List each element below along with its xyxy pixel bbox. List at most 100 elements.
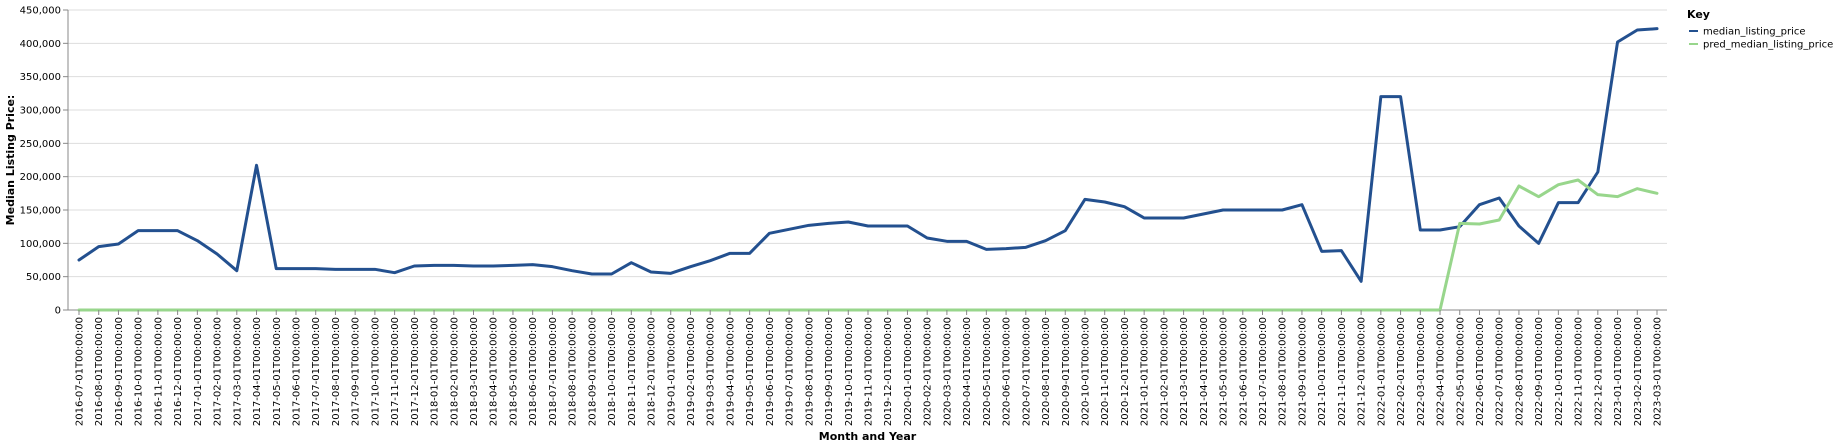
y-tick-label: 350,000 [20, 72, 61, 83]
x-tick-label: 2022-11-01T00:00:00 [1574, 317, 1585, 426]
x-tick-label: 2017-05-01T00:00:00 [272, 317, 283, 426]
x-tick-label: 2020-03-01T00:00:00 [942, 317, 953, 426]
y-tick-label: 300,000 [20, 106, 61, 117]
x-axis-title: Month and Year [819, 430, 917, 443]
x-tick-label: 2019-05-01T00:00:00 [745, 317, 756, 426]
x-tick-label: 2017-02-01T00:00:00 [213, 317, 224, 426]
y-axis-title: Median Listing Price: [4, 95, 17, 226]
x-tick-label: 2017-03-01T00:00:00 [232, 317, 243, 426]
x-tick-label: 2016-08-01T00:00:00 [94, 317, 105, 426]
x-tick-label: 2022-03-01T00:00:00 [1416, 317, 1427, 426]
x-tick-label: 2019-07-01T00:00:00 [785, 317, 796, 426]
x-tick-label: 2022-05-01T00:00:00 [1455, 317, 1466, 426]
x-tick-label: 2018-02-01T00:00:00 [449, 317, 460, 426]
x-tick-label: 2022-08-01T00:00:00 [1514, 317, 1525, 426]
legend: Key median_listing_price pred_median_list… [1687, 8, 1833, 51]
x-tick-label: 2016-10-01T00:00:00 [134, 317, 145, 426]
y-tick-label: 50,000 [26, 272, 61, 283]
y-tick-label: 400,000 [20, 39, 61, 50]
x-tick-label: 2018-09-01T00:00:00 [587, 317, 598, 426]
x-tick-label: 2019-08-01T00:00:00 [804, 317, 815, 426]
x-tick-label: 2019-04-01T00:00:00 [725, 317, 736, 426]
x-tick-label: 2022-01-01T00:00:00 [1376, 317, 1387, 426]
x-tick-label: 2020-10-01T00:00:00 [1080, 317, 1091, 426]
x-tick-label: 2021-06-01T00:00:00 [1238, 317, 1249, 426]
x-axis-ticks: 2016-07-01T00:00:00 2016-08-01T00:00:00 20… [75, 310, 1664, 426]
x-tick-label: 2021-12-01T00:00:00 [1357, 317, 1368, 426]
x-tick-label: 2022-04-01T00:00:00 [1436, 317, 1447, 426]
x-tick-label: 2021-05-01T00:00:00 [1219, 317, 1230, 426]
x-tick-label: 2022-07-01T00:00:00 [1495, 317, 1506, 426]
x-tick-label: 2017-10-01T00:00:00 [370, 317, 381, 426]
x-tick-label: 2019-09-01T00:00:00 [824, 317, 835, 426]
x-tick-label: 2020-07-01T00:00:00 [1021, 317, 1032, 426]
x-tick-label: 2017-12-01T00:00:00 [410, 317, 421, 426]
legend-label: pred_median_listing_price [1703, 40, 1833, 51]
y-axis-ticks: 0 50,000 100,000 150,000 200,000 250,000 300,0… [20, 6, 68, 317]
x-tick-label: 2020-01-01T00:00:00 [903, 317, 914, 426]
axes [67, 10, 1667, 311]
x-tick-label: 2018-03-01T00:00:00 [469, 317, 480, 426]
x-tick-label: 2019-10-01T00:00:00 [844, 317, 855, 426]
x-tick-label: 2021-03-01T00:00:00 [1179, 317, 1190, 426]
y-tick-label: 450,000 [20, 6, 61, 17]
x-tick-label: 2021-08-01T00:00:00 [1278, 317, 1289, 426]
gridlines [68, 9, 1667, 311]
x-tick-label: 2017-08-01T00:00:00 [331, 317, 342, 426]
x-tick-label: 2018-05-01T00:00:00 [508, 317, 519, 426]
x-tick-label: 2020-11-01T00:00:00 [1100, 317, 1111, 426]
x-tick-label: 2022-02-01T00:00:00 [1396, 317, 1407, 426]
x-tick-label: 2020-02-01T00:00:00 [923, 317, 934, 426]
x-tick-label: 2019-06-01T00:00:00 [765, 317, 776, 426]
x-tick-label: 2021-09-01T00:00:00 [1297, 317, 1308, 426]
x-tick-label: 2019-01-01T00:00:00 [666, 317, 677, 426]
x-tick-label: 2017-06-01T00:00:00 [291, 317, 302, 426]
x-tick-label: 2021-02-01T00:00:00 [1159, 317, 1170, 426]
x-tick-label: 2019-12-01T00:00:00 [883, 317, 894, 426]
x-tick-label: 2022-06-01T00:00:00 [1475, 317, 1486, 426]
x-tick-label: 2021-10-01T00:00:00 [1317, 317, 1328, 426]
x-tick-label: 2022-12-01T00:00:00 [1593, 317, 1604, 426]
x-tick-label: 2022-10-01T00:00:00 [1554, 317, 1565, 426]
series-lines [77, 27, 1659, 312]
x-tick-label: 2018-01-01T00:00:00 [430, 317, 441, 426]
x-tick-label: 2018-06-01T00:00:00 [528, 317, 539, 426]
x-tick-label: 2019-11-01T00:00:00 [864, 317, 875, 426]
x-tick-label: 2022-09-01T00:00:00 [1534, 317, 1545, 426]
x-tick-label: 2023-03-01T00:00:00 [1653, 317, 1664, 426]
series-line-median-listing-price [77, 27, 1659, 283]
x-tick-label: 2020-12-01T00:00:00 [1120, 317, 1131, 426]
x-tick-label: 2018-08-01T00:00:00 [568, 317, 579, 426]
x-tick-label: 2017-01-01T00:00:00 [193, 317, 204, 426]
y-tick-label: 150,000 [20, 206, 61, 217]
x-tick-label: 2016-09-01T00:00:00 [114, 317, 125, 426]
x-tick-label: 2023-01-01T00:00:00 [1613, 317, 1624, 426]
x-tick-label: 2020-05-01T00:00:00 [982, 317, 993, 426]
legend-title: Key [1687, 8, 1710, 21]
x-tick-label: 2016-12-01T00:00:00 [173, 317, 184, 426]
x-tick-label: 2018-10-01T00:00:00 [607, 317, 618, 426]
y-tick-label: 0 [55, 306, 61, 317]
x-tick-label: 2019-03-01T00:00:00 [706, 317, 717, 426]
series-line-pred-median-listing-price [77, 178, 1659, 312]
x-tick-label: 2018-07-01T00:00:00 [548, 317, 559, 426]
x-tick-label: 2018-12-01T00:00:00 [647, 317, 658, 426]
x-tick-label: 2017-04-01T00:00:00 [252, 317, 263, 426]
x-tick-label: 2016-07-01T00:00:00 [75, 317, 86, 426]
x-tick-label: 2019-02-01T00:00:00 [686, 317, 697, 426]
x-tick-label: 2017-09-01T00:00:00 [351, 317, 362, 426]
x-tick-label: 2018-11-01T00:00:00 [627, 317, 638, 426]
x-tick-label: 2021-11-01T00:00:00 [1337, 317, 1348, 426]
x-tick-label: 2018-04-01T00:00:00 [489, 317, 500, 426]
x-tick-label: 2020-06-01T00:00:00 [1002, 317, 1013, 426]
x-tick-label: 2017-07-01T00:00:00 [311, 317, 322, 426]
x-tick-label: 2021-01-01T00:00:00 [1140, 317, 1151, 426]
y-tick-label: 200,000 [20, 172, 61, 183]
x-tick-label: 2020-04-01T00:00:00 [962, 317, 973, 426]
x-tick-label: 2017-11-01T00:00:00 [390, 317, 401, 426]
y-tick-label: 250,000 [20, 139, 61, 150]
x-tick-label: 2021-04-01T00:00:00 [1199, 317, 1210, 426]
y-tick-label: 100,000 [20, 239, 61, 250]
